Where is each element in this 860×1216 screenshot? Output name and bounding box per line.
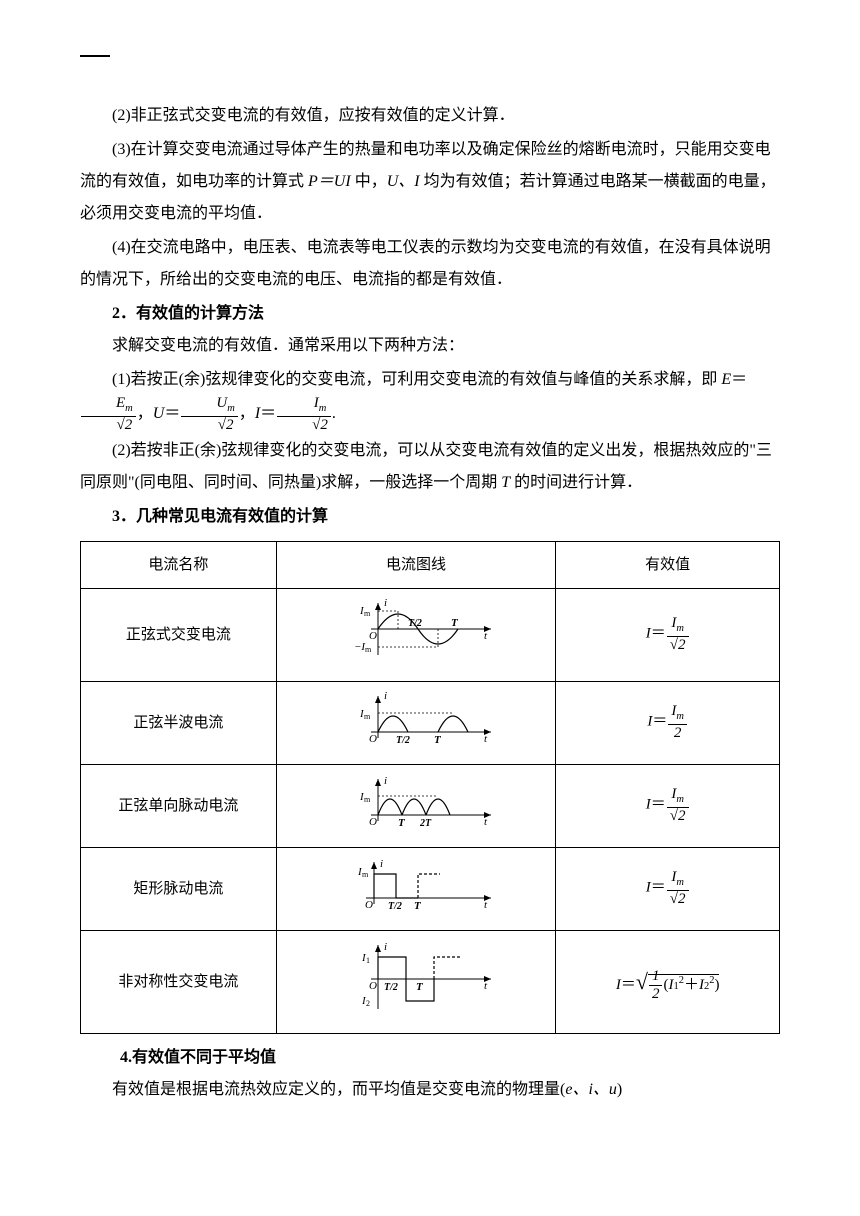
svg-text:m: m bbox=[362, 870, 369, 879]
paragraph-6: (1)若按正(余)弦规律变化的交变电流，可利用交变电流的有效值与峰值的关系求解，… bbox=[80, 364, 780, 433]
svg-text:i: i bbox=[384, 597, 387, 609]
svg-text:i: i bbox=[384, 941, 387, 953]
svg-text:t: t bbox=[484, 899, 488, 911]
p8-text1: 有效值是根据电流热效应定义的，而平均值是交变电流的物理量( bbox=[112, 1081, 565, 1098]
p6-pre: (1)若按正(余)弦规律变化的交变电流，可利用交变电流的有效值与峰值的关系求解，… bbox=[112, 371, 721, 388]
svg-text:m: m bbox=[364, 712, 371, 721]
pulse-sine-icon: Im O i T 2T t bbox=[336, 773, 496, 828]
heading-4: 4.有效值不同于平均值 bbox=[80, 1042, 780, 1074]
svg-text:T: T bbox=[434, 734, 442, 745]
svg-text:T: T bbox=[414, 900, 422, 911]
svg-text:O: O bbox=[369, 630, 377, 642]
paragraph-8: 有效值是根据电流热效应定义的，而平均值是交变电流的物理量(e、i、u) bbox=[80, 1074, 780, 1106]
svg-text:m: m bbox=[364, 609, 371, 618]
svg-text:2: 2 bbox=[366, 999, 370, 1008]
svg-text:m: m bbox=[365, 645, 372, 654]
svg-text:i: i bbox=[384, 775, 387, 787]
svg-text:T/2: T/2 bbox=[396, 735, 410, 745]
table-row: 正弦单向脉动电流 Im O i T 2T t I＝Im√2 bbox=[81, 764, 780, 847]
top-decoration bbox=[80, 55, 110, 57]
vars-eiu: e、i、u bbox=[565, 1081, 617, 1098]
svg-text:T/2: T/2 bbox=[384, 982, 398, 993]
svg-text:T/2: T/2 bbox=[388, 901, 402, 911]
effective-value-table: 电流名称 电流图线 有效值 正弦式交变电流 Im −Im O i T/2 T bbox=[80, 541, 780, 1034]
cell-formula-3: I＝Im√2 bbox=[556, 764, 780, 847]
svg-text:T: T bbox=[451, 617, 459, 629]
paragraph-3: (3)在计算交变电流通过导体产生的热量和电功率以及确定保险丝的熔断电流时，只能用… bbox=[80, 134, 780, 230]
cell-formula-1: I＝Im√2 bbox=[556, 588, 780, 681]
cell-name-2: 正弦半波电流 bbox=[81, 681, 277, 764]
paragraph-4: (4)在交流电路中，电压表、电流表等电工仪表的示数均为交变电流的有效值，在没有具… bbox=[80, 232, 780, 296]
square-pulse-icon: Im O i T/2 T t bbox=[336, 856, 496, 911]
cell-graph-1: Im −Im O i T/2 T t bbox=[276, 588, 556, 681]
sine-wave-icon: Im −Im O i T/2 T t bbox=[336, 597, 496, 662]
p7-text2: 的时间进行计算． bbox=[510, 474, 642, 491]
formula-p-ui: P＝UI bbox=[308, 173, 351, 190]
paragraph-2: (2)非正弦式交变电流的有效值，应按有效值的定义计算． bbox=[80, 100, 780, 132]
svg-text:t: t bbox=[484, 816, 488, 828]
frac-I: Im√2 bbox=[277, 396, 331, 433]
svg-text:T: T bbox=[398, 817, 406, 828]
svg-text:O: O bbox=[369, 816, 377, 828]
header-graph: 电流图线 bbox=[276, 541, 556, 588]
svg-text:O: O bbox=[369, 733, 377, 745]
svg-text:O: O bbox=[369, 980, 377, 992]
heading-2: 2．有效值的计算方法 bbox=[80, 298, 780, 330]
p7-text1: (2)若按非正(余)弦规律变化的交变电流，可以从交变电流有效值的定义出发，根据热… bbox=[80, 442, 772, 491]
table-row: 正弦式交变电流 Im −Im O i T/2 T t I bbox=[81, 588, 780, 681]
header-name: 电流名称 bbox=[81, 541, 277, 588]
heading-3: 3．几种常见电流有效值的计算 bbox=[80, 501, 780, 533]
asymmetric-icon: I1 I2 O i T/2 T t bbox=[336, 939, 496, 1014]
p8-text2: ) bbox=[617, 1081, 622, 1098]
p3-text2: 中， bbox=[351, 173, 387, 190]
frac-U: Um√2 bbox=[181, 396, 237, 433]
svg-text:i: i bbox=[380, 858, 383, 870]
svg-text:t: t bbox=[484, 733, 488, 745]
table-row: 矩形脉动电流 Im O i T/2 T t I＝Im√2 bbox=[81, 847, 780, 930]
cell-graph-3: Im O i T 2T t bbox=[276, 764, 556, 847]
frac-E: Em√2 bbox=[81, 396, 136, 433]
svg-text:O: O bbox=[365, 899, 373, 911]
half-sine-icon: Im O i T/2 T t bbox=[336, 690, 496, 745]
cell-graph-4: Im O i T/2 T t bbox=[276, 847, 556, 930]
table-row: 非对称性交变电流 I1 I2 O i T/2 T t I＝√12(I12＋I22… bbox=[81, 930, 780, 1033]
svg-text:T/2: T/2 bbox=[408, 618, 422, 629]
header-value: 有效值 bbox=[556, 541, 780, 588]
cell-name-4: 矩形脉动电流 bbox=[81, 847, 277, 930]
svg-text:i: i bbox=[384, 690, 387, 702]
var-T: T bbox=[501, 474, 510, 491]
formula-E: E bbox=[721, 371, 731, 388]
cell-formula-5: I＝√12(I12＋I22) bbox=[556, 930, 780, 1033]
formula-I: I bbox=[255, 405, 260, 422]
svg-text:t: t bbox=[484, 980, 488, 992]
paragraph-7: (2)若按非正(余)弦规律变化的交变电流，可以从交变电流有效值的定义出发，根据热… bbox=[80, 435, 780, 499]
cell-name-3: 正弦单向脉动电流 bbox=[81, 764, 277, 847]
table-row: 正弦半波电流 Im O i T/2 T t I＝Im2 bbox=[81, 681, 780, 764]
cell-name-1: 正弦式交变电流 bbox=[81, 588, 277, 681]
svg-text:T: T bbox=[416, 981, 424, 993]
formula-U: U bbox=[153, 405, 165, 422]
cell-graph-5: I1 I2 O i T/2 T t bbox=[276, 930, 556, 1033]
svg-text:2T: 2T bbox=[419, 818, 432, 828]
svg-text:m: m bbox=[364, 795, 371, 804]
cell-name-5: 非对称性交变电流 bbox=[81, 930, 277, 1033]
svg-text:1: 1 bbox=[366, 956, 370, 965]
vars-ui: U、I bbox=[387, 173, 420, 190]
cell-formula-4: I＝Im√2 bbox=[556, 847, 780, 930]
cell-formula-2: I＝Im2 bbox=[556, 681, 780, 764]
cell-graph-2: Im O i T/2 T t bbox=[276, 681, 556, 764]
svg-text:t: t bbox=[484, 630, 488, 642]
table-header-row: 电流名称 电流图线 有效值 bbox=[81, 541, 780, 588]
paragraph-5: 求解交变电流的有效值．通常采用以下两种方法： bbox=[80, 330, 780, 362]
